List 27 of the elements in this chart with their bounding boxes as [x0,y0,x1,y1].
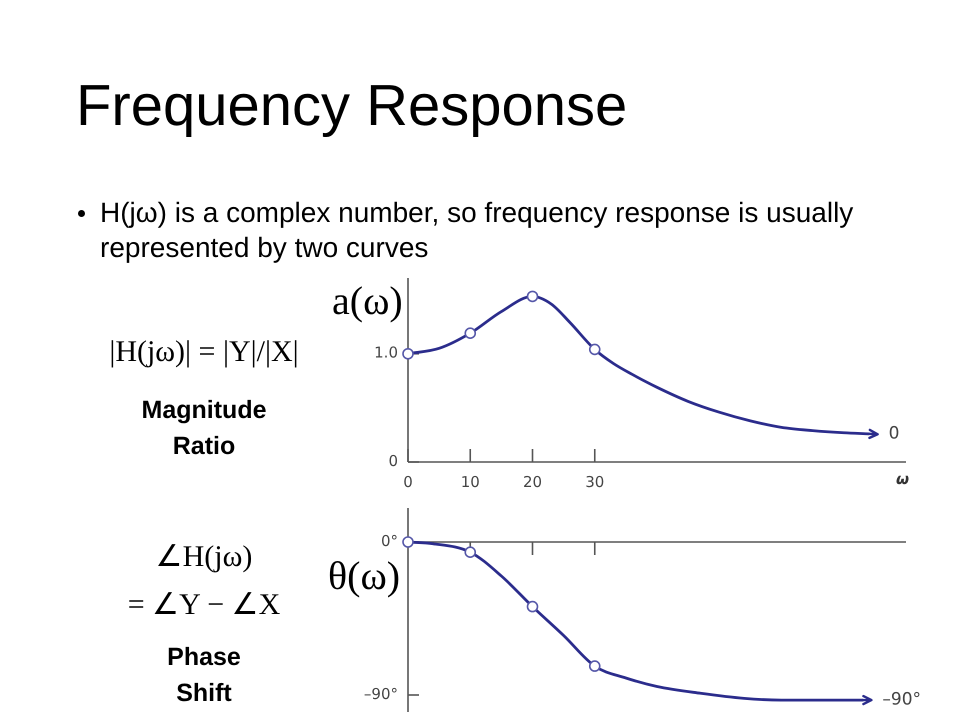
point [588,344,601,356]
text: ∠H(jω) = ∠Y − ∠X [126,539,282,623]
chart-title: Frequency Response [76,72,628,140]
y-axis-title: a(ω) [332,278,403,323]
x-tick-label: 20 [522,472,542,491]
text: Phase Shift [167,642,241,709]
x-tick-label: 30 [585,472,604,491]
text: Magnitude Ratio [142,395,266,462]
chart-subtitle: H(jω) is a complex number, so frequency response is usually represented by two curves [100,196,854,265]
annotation: 0 [888,423,900,444]
x-tick-label: 0 [403,472,413,491]
x-tick-label: 10 [460,472,480,491]
point [402,348,414,360]
annotation: –90° [882,690,922,710]
point [526,600,538,612]
y-tick-label: –90° [364,684,398,703]
y-tick-label: 0 [388,452,398,470]
y-tick-label: 1.0 [374,344,398,362]
point [402,536,414,548]
x-axis-title: ω [896,470,910,488]
y-axis-title: θ(ω) [328,553,400,598]
point [464,327,476,339]
text: |H(jω)| = |Y|/|X| [108,334,300,370]
point [464,546,476,558]
point [526,290,538,302]
y-tick-label: 0° [380,532,398,550]
point [588,660,601,672]
